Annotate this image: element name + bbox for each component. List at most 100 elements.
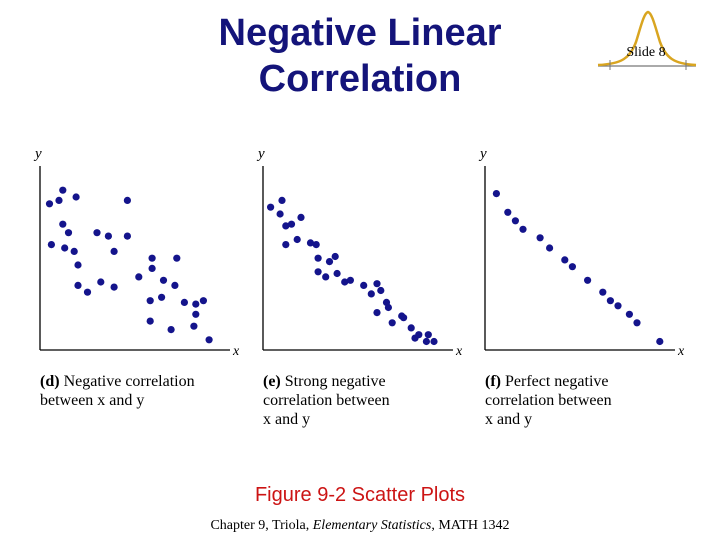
data-point [306, 239, 315, 247]
panel-d-y-label: y [33, 146, 42, 162]
bell-curve-icon [597, 10, 697, 70]
data-point [146, 297, 154, 305]
scatter-panel-e: yx [256, 146, 463, 359]
panel-d-caption: (d) Negative correlation between x and y [40, 372, 195, 410]
data-point [199, 297, 207, 305]
data-point [625, 310, 634, 318]
panel-d-caption-line-1: Negative correlation [63, 373, 195, 390]
data-point [74, 261, 82, 269]
data-point [388, 319, 396, 327]
data-point [192, 310, 200, 318]
data-point [519, 225, 527, 233]
data-point [373, 280, 381, 288]
data-point [293, 235, 301, 244]
data-point [74, 281, 82, 289]
panel-f-y-label: y [478, 146, 487, 162]
panel-e-caption-line-1: Strong negative [284, 373, 386, 390]
data-point [64, 229, 73, 237]
data-point [123, 196, 131, 204]
data-point [180, 298, 188, 306]
data-point [282, 222, 290, 230]
data-point [123, 232, 131, 240]
data-point [45, 200, 54, 208]
panel-d-tag: (d) [40, 373, 60, 390]
data-point [312, 241, 320, 249]
scatter-panel-d: yx [33, 146, 240, 359]
data-point [599, 288, 607, 296]
data-point [422, 337, 430, 346]
data-point [360, 281, 368, 289]
panel-f-x-label: x [677, 344, 685, 359]
data-point [278, 196, 286, 204]
data-point [346, 276, 354, 284]
figure-caption: Figure 9-2 Scatter Plots [254, 484, 466, 506]
footer-prefix: Chapter 9, Triola, [210, 518, 313, 533]
data-point [159, 276, 168, 284]
panel-f-caption: (f) Perfect negative correlation between… [485, 372, 612, 429]
data-point [192, 300, 200, 308]
data-point [536, 234, 544, 242]
data-point [47, 241, 56, 249]
footer-suffix: , MATH 1342 [431, 518, 510, 533]
data-point [110, 283, 118, 291]
data-point [282, 241, 290, 249]
data-point [190, 322, 198, 330]
data-point [415, 331, 423, 339]
data-point [377, 286, 385, 295]
panel-f-caption-line-2: correlation between [485, 392, 612, 409]
data-point [59, 186, 67, 194]
data-point [333, 269, 341, 278]
data-point [148, 264, 156, 272]
data-point [167, 326, 175, 334]
data-point [55, 196, 63, 204]
data-point [407, 324, 415, 332]
data-point [614, 302, 622, 310]
data-point [158, 293, 166, 301]
slide-footer: Chapter 9, Triola, Elementary Statistics… [130, 518, 590, 534]
slide-number-label: Slide 8 [626, 45, 666, 60]
slide-number-badge: Slide 8 [592, 8, 700, 70]
data-point [384, 303, 392, 312]
scatter-panel-f: yx [478, 146, 685, 359]
data-point [287, 220, 296, 228]
data-point [135, 273, 143, 281]
data-point [633, 319, 641, 327]
data-point [568, 263, 577, 271]
data-point [561, 256, 569, 264]
data-point [373, 309, 381, 317]
footer-book-title: Elementary Statistics [312, 518, 432, 533]
data-point [584, 276, 592, 284]
data-point [97, 278, 105, 286]
data-point [276, 210, 284, 218]
panel-d-x-label: x [232, 344, 240, 359]
data-point [424, 331, 432, 339]
data-point [72, 193, 80, 201]
data-point [314, 254, 322, 262]
data-point [148, 254, 156, 262]
data-point [322, 273, 330, 281]
data-point [341, 278, 349, 286]
title-line-1: Negative Linear [218, 12, 502, 54]
data-point [511, 217, 519, 225]
panel-f-tag: (f) [485, 373, 501, 390]
data-point [331, 252, 339, 261]
data-point [367, 290, 375, 298]
panel-e-caption-line-2: correlation between [263, 392, 390, 409]
data-point [504, 208, 512, 216]
panel-e-caption-line-3: x and y [263, 411, 311, 428]
data-point [325, 258, 334, 266]
data-point [606, 297, 615, 305]
data-point [656, 337, 664, 346]
data-point [267, 203, 275, 211]
data-point [171, 281, 179, 289]
panel-e-y-label: y [256, 146, 265, 162]
panel-f-caption-line-1: Perfect negative [504, 373, 609, 390]
data-point [314, 268, 322, 276]
data-point [104, 232, 112, 240]
data-point [110, 247, 118, 255]
data-point [70, 247, 78, 255]
data-point [59, 220, 67, 228]
data-point [146, 317, 154, 325]
data-point [83, 288, 92, 296]
